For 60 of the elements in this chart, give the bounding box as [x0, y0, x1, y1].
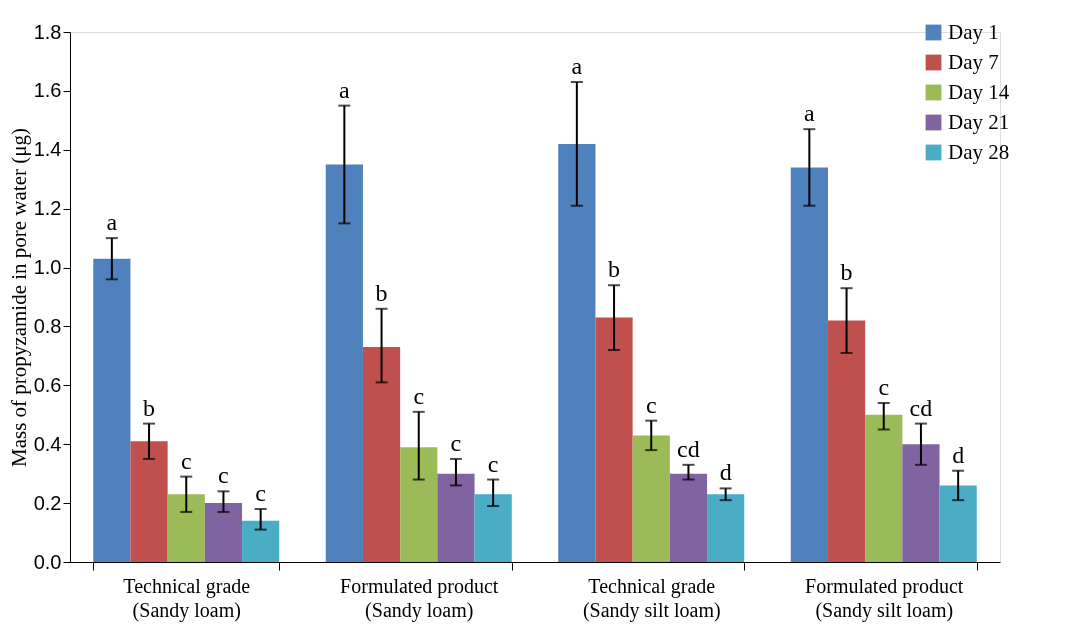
- bar: [400, 447, 438, 562]
- data-label: c: [218, 462, 229, 489]
- bar: [167, 494, 205, 562]
- x-tick-label: Formulated product (Sandy silt loam): [805, 574, 964, 622]
- y-tick-label: 1.2: [33, 197, 62, 220]
- y-tick-label: 1.6: [33, 79, 62, 102]
- data-label: c: [180, 447, 192, 474]
- bar: [130, 441, 168, 562]
- bar: [902, 444, 940, 562]
- legend-label: Day 1: [948, 19, 999, 44]
- data-label: a: [571, 53, 583, 80]
- y-tick-label: 1.8: [33, 20, 62, 43]
- y-tick-label: 0.6: [33, 373, 62, 396]
- bar: [790, 167, 828, 562]
- y-tick-label: 0.4: [33, 432, 62, 455]
- data-label: c: [645, 391, 657, 418]
- bar: [939, 485, 977, 562]
- bar: [865, 414, 903, 562]
- bar: [632, 435, 670, 562]
- legend-label: Day 7: [948, 49, 999, 74]
- bar: [827, 320, 866, 562]
- data-label: b: [840, 259, 853, 286]
- data-label: a: [804, 100, 816, 127]
- data-label: cd: [909, 394, 933, 421]
- data-label: a: [106, 209, 118, 236]
- y-tick-label: 1.4: [33, 138, 62, 161]
- data-label: d: [952, 441, 965, 468]
- data-label: a: [339, 76, 351, 103]
- data-label: cd: [677, 435, 700, 462]
- x-tick-label: Technical grade (Sandy loam): [123, 574, 251, 622]
- bar: [558, 143, 596, 562]
- bar: [437, 473, 475, 562]
- legend-label: Day 14: [948, 79, 1010, 104]
- bar: [362, 347, 401, 562]
- bar: [242, 520, 280, 562]
- data-label: b: [375, 279, 388, 306]
- data-label: c: [255, 480, 266, 506]
- bar: [93, 258, 131, 562]
- legend-label: Day 21: [948, 109, 1010, 134]
- data-label: b: [143, 394, 156, 421]
- y-axis-title: Mass of propyzamide in pore water (μg): [6, 128, 31, 467]
- bar: [669, 473, 708, 562]
- bar: [595, 317, 633, 562]
- bar: [707, 494, 745, 562]
- data-label: c: [487, 450, 499, 477]
- data-label: c: [450, 429, 462, 456]
- data-label: d: [719, 459, 732, 486]
- x-tick-label: Formulated product (Sandy loam): [340, 574, 499, 622]
- bar: [474, 494, 512, 562]
- bar: [325, 164, 363, 562]
- data-label: c: [413, 382, 425, 409]
- y-tick-label: 1.0: [33, 256, 62, 279]
- y-tick-label: 0.2: [33, 491, 62, 514]
- legend-label: Day 28: [948, 139, 1010, 164]
- bar: [204, 503, 243, 562]
- data-label: b: [608, 256, 621, 283]
- data-label: c: [878, 374, 890, 400]
- x-tick-label: Technical grade (Sandy silt loam): [582, 574, 721, 622]
- y-tick-label: 0.8: [33, 314, 62, 337]
- y-tick-label: 0.0: [33, 550, 62, 573]
